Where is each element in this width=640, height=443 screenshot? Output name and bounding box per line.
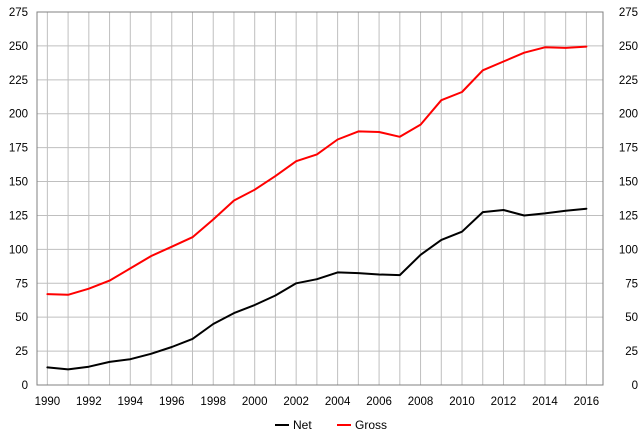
x-tick-label: 1996	[159, 396, 185, 408]
x-tick-label: 2004	[325, 396, 351, 408]
series-lines	[46, 45, 588, 371]
y-axis-left: 0 25 50 75 100 125 150 175 200 225 250 275	[9, 7, 28, 392]
y-tick-label-left: 0	[22, 380, 28, 392]
legend: Net Gross	[275, 418, 387, 432]
y-tick-label-left: 75	[15, 278, 28, 290]
y-tick-label-right: 250	[619, 41, 638, 53]
x-tick-label: 2006	[366, 396, 392, 408]
y-tick-label-right: 0	[632, 380, 638, 392]
x-tick-label: 2008	[408, 396, 434, 408]
plot-frame	[36, 11, 604, 386]
y-tick-label-left: 150	[9, 177, 28, 189]
y-tick-label-right: 50	[625, 312, 638, 324]
y-tick-label-left: 100	[9, 244, 28, 256]
series-line-gross	[46, 45, 588, 296]
y-tick-label-left: 50	[15, 312, 28, 324]
x-tick-label: 2000	[242, 396, 268, 408]
y-tick-label-left: 225	[9, 75, 28, 87]
legend-label-net: Net	[293, 418, 312, 432]
y-tick-label-right: 150	[619, 177, 638, 189]
x-tick-label: 2010	[449, 396, 475, 408]
y-tick-label-left: 25	[15, 346, 28, 358]
y-tick-label-right: 175	[619, 143, 638, 155]
y-tick-label-right: 200	[619, 109, 638, 121]
x-tick-label: 2014	[532, 396, 558, 408]
y-axis-right: 0 25 50 75 100 125 150 175 200 225 250 275	[619, 7, 638, 392]
series-line-net	[46, 207, 588, 371]
x-tick-label: 2012	[491, 396, 517, 408]
y-tick-label-right: 100	[619, 244, 638, 256]
y-tick-label-left: 175	[9, 143, 28, 155]
x-tick-label: 1990	[35, 396, 61, 408]
y-tick-label-left: 275	[9, 7, 28, 19]
y-tick-label-right: 275	[619, 7, 638, 19]
y-tick-label-left: 125	[9, 210, 28, 222]
x-tick-label: 2016	[574, 396, 600, 408]
y-tick-label-right: 25	[625, 346, 638, 358]
x-tick-label: 1994	[117, 396, 143, 408]
legend-label-gross: Gross	[355, 418, 387, 432]
y-tick-label-right: 225	[619, 75, 638, 87]
y-tick-label-left: 250	[9, 41, 28, 53]
y-tick-label-right: 75	[625, 278, 638, 290]
y-tick-label-right: 125	[619, 210, 638, 222]
x-axis: 1990 1992 1994 1996 1998 2000 2002 2004 2006 2008…	[35, 396, 600, 408]
x-tick-label: 2002	[283, 396, 309, 408]
y-tick-label-left: 200	[9, 109, 28, 121]
x-tick-label: 1998	[200, 396, 226, 408]
x-tick-label: 1992	[76, 396, 102, 408]
